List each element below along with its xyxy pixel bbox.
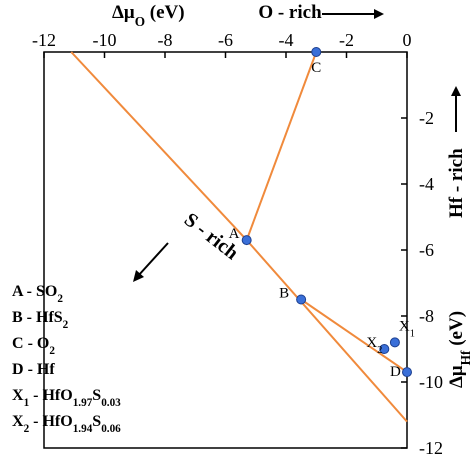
x-tick-label: -8 — [158, 30, 173, 50]
legend-key: X — [12, 387, 24, 404]
point-label: B — [279, 286, 289, 302]
legend-formula-part: 2 — [57, 293, 63, 305]
legend-entry: D - Hf — [12, 361, 55, 378]
o-rich-label: O - rich — [258, 2, 322, 23]
legend-formula-part: 0.06 — [101, 423, 121, 435]
legend-key: A — [12, 283, 24, 300]
s-rich-arrow-head — [133, 270, 144, 282]
y-tick-label: -4 — [419, 174, 434, 194]
x-axis-label-sub: O — [135, 14, 145, 29]
x-axis-label-unit: (eV) — [145, 2, 185, 23]
o-rich-arrow-head — [374, 9, 384, 19]
legend-formula-part: S — [92, 387, 101, 404]
legend-formula-part: O — [37, 335, 49, 352]
legend-entry: X1 - HfO1.97S0.03 — [12, 387, 121, 409]
y-axis-label-sub: Hf — [458, 350, 473, 365]
x-tick-label: -4 — [279, 30, 294, 50]
x-tick-label: -12 — [32, 30, 56, 50]
legend-key-sub: 2 — [24, 423, 30, 435]
y-axis-ticks: -2 -4 -6 -8 -10 -12 ΔμHf (eV) — [401, 108, 473, 456]
legend-formula-part: 1.97 — [73, 397, 93, 409]
boundary-line — [245, 239, 408, 423]
legend-sep: - — [23, 283, 36, 300]
legend-sep: - — [24, 361, 37, 378]
point-label-main: X — [399, 318, 410, 334]
point-marker — [241, 235, 252, 246]
legend-key: B — [12, 309, 23, 326]
point-marker — [311, 47, 322, 57]
x-tick-label: 0 — [403, 30, 412, 50]
point-label: A — [229, 226, 240, 242]
point-marker — [379, 344, 390, 354]
point-label-sub: 2 — [377, 345, 382, 356]
legend-formula-part: 1.94 — [73, 423, 93, 435]
boundary-line — [300, 298, 408, 373]
point-label: C — [311, 60, 321, 76]
legend-key: C — [12, 335, 24, 352]
x-axis-label: ΔμO (eV) — [112, 2, 185, 29]
hf-rich-label: Hf - rich — [446, 148, 467, 218]
hf-rich-arrow-head — [451, 86, 461, 96]
y-tick-label: -2 — [419, 108, 434, 128]
x-axis-ticks: -12 -10 -8 -6 -4 -2 0 ΔμO (eV) — [32, 2, 412, 58]
legend-formula-part: HfO — [42, 413, 72, 430]
y-axis-label-unit: (eV) — [446, 311, 467, 351]
legend-sep: - — [29, 413, 42, 430]
legend-sep: - — [29, 387, 42, 404]
legend-key-sub: 1 — [24, 397, 30, 409]
legend-formula-part: HfO — [42, 387, 72, 404]
point-label: D — [390, 364, 401, 380]
boundary-line — [245, 51, 318, 241]
x-tick-label: -6 — [218, 30, 233, 50]
point-label: X1 — [399, 318, 415, 339]
legend-key: X — [12, 413, 24, 430]
y-tick-label: -10 — [419, 372, 443, 392]
y-tick-label: -12 — [419, 438, 443, 456]
legend-formula-part: S — [92, 413, 101, 430]
legend-entry: C - O2 — [12, 335, 55, 357]
y-axis-label-main: Δμ — [446, 365, 467, 388]
legend-entry: A - SO2 — [12, 283, 63, 305]
legend-formula-part: Hf — [37, 361, 55, 378]
y-axis-label: ΔμHf (eV) — [446, 311, 473, 388]
legend-formula-part: 0.03 — [101, 397, 121, 409]
x-tick-label: -2 — [339, 30, 354, 50]
point-label-main: D — [390, 364, 401, 380]
legend-key: D — [12, 361, 24, 378]
point-marker — [402, 367, 412, 378]
legend-formula-part: HfS — [36, 309, 63, 326]
s-rich-arrow-line — [137, 242, 169, 277]
x-tick-label: -10 — [93, 30, 117, 50]
legend-entry: X2 - HfO1.94S0.06 — [12, 413, 121, 435]
stability-lines — [70, 51, 408, 423]
legend-entry: B - HfS2 — [12, 309, 69, 331]
point-label: X2 — [366, 335, 382, 356]
point-label-sub: 1 — [410, 328, 415, 339]
legend-formula-part: 2 — [49, 345, 55, 357]
boundary-line — [70, 51, 248, 241]
legend-formula-part: 2 — [63, 319, 69, 331]
legend-formula-part: SO — [36, 283, 57, 300]
legend-sep: - — [23, 309, 36, 326]
point-label-main: C — [311, 60, 321, 76]
y-tick-label: -8 — [419, 306, 434, 326]
point-label-main: X — [366, 335, 377, 351]
y-tick-label: -6 — [419, 240, 434, 260]
point-marker — [389, 337, 400, 348]
legend-sep: - — [24, 335, 37, 352]
point-label-main: A — [229, 226, 240, 242]
point-marker — [296, 294, 307, 305]
x-axis-label-main: Δμ — [112, 2, 135, 23]
point-label-main: B — [279, 286, 289, 302]
